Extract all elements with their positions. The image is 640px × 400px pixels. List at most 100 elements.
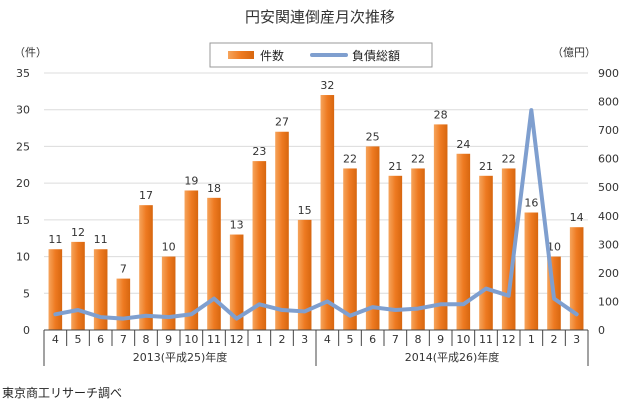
left-tick-label: 25: [16, 140, 30, 153]
bar-value-label: 11: [94, 233, 108, 246]
bar-value-label: 32: [320, 79, 334, 92]
bar: [161, 256, 176, 330]
left-tick-label: 30: [16, 104, 30, 117]
debt-point: [145, 315, 147, 317]
left-tick-label: 10: [16, 251, 30, 264]
x-tick-label: 6: [369, 333, 376, 346]
debt-line-series: [53, 108, 579, 321]
debt-point: [168, 316, 170, 318]
debt-point: [258, 303, 260, 305]
debt-line: [53, 108, 579, 321]
right-tick-label: 800: [598, 96, 619, 109]
x-tick-label: 8: [415, 333, 422, 346]
debt-point: [462, 303, 464, 305]
x-tick-label: 6: [97, 333, 104, 346]
right-tick-label: 900: [598, 67, 619, 80]
debt-point: [213, 298, 215, 300]
right-tick-label: 200: [598, 267, 619, 280]
x-tick-label: 12: [502, 333, 516, 346]
x-tick-label: 2: [279, 333, 286, 346]
legend: 件数 負債総額: [209, 42, 433, 68]
bar-value-label: 27: [275, 116, 289, 129]
bar-value-label: 19: [184, 174, 198, 187]
left-axis-ticks: 0 5 10 15 20 25 30 35: [16, 67, 30, 337]
x-tick-label: 9: [437, 333, 444, 346]
right-axis-unit: （億円）: [552, 46, 596, 59]
bar-value-label: 10: [162, 241, 176, 254]
bar: [433, 124, 448, 331]
bar: [388, 175, 403, 330]
debt-point: [190, 313, 192, 315]
x-tick-label: 4: [52, 333, 59, 346]
bar: [343, 168, 357, 330]
bar: [116, 278, 131, 330]
bar-value-label: 15: [298, 204, 312, 217]
x-tick-label: 8: [143, 333, 150, 346]
x-tick-label: 11: [479, 333, 493, 346]
bar-value-label: 28: [434, 108, 448, 121]
x-tick-label: 4: [324, 333, 331, 346]
bar-value-label: 18: [207, 182, 221, 195]
bar: [501, 168, 516, 330]
bar-labels: 11 12 11 7 17 10 19 18 13 23 27 15 32 22 25 21 22 28 24 21 2…: [48, 79, 583, 276]
x-tick-label: 5: [75, 333, 82, 346]
debt-point: [100, 316, 102, 318]
bars: [48, 95, 584, 331]
bar: [139, 205, 153, 330]
bar: [569, 227, 584, 330]
bar: [411, 168, 425, 330]
x-tick-label: 7: [120, 333, 127, 346]
bar: [275, 131, 289, 330]
right-tick-label: 500: [598, 181, 619, 194]
right-tick-label: 400: [598, 210, 619, 223]
bar-value-label: 10: [547, 241, 561, 254]
group-label: 2014(平成26)年度: [405, 350, 500, 364]
debt-point: [394, 309, 396, 311]
bar: [297, 219, 312, 330]
x-tick-label: 10: [184, 333, 198, 346]
bar-value-label: 17: [139, 189, 153, 202]
left-tick-label: 15: [16, 214, 30, 227]
bar: [48, 249, 63, 330]
bar-value-label: 22: [343, 152, 357, 165]
bar-value-label: 16: [524, 197, 538, 210]
bar: [207, 197, 221, 330]
x-tick-label: 11: [207, 333, 221, 346]
debt-point: [326, 300, 328, 302]
bar-value-label: 14: [570, 211, 584, 224]
x-tick-label: 5: [347, 333, 354, 346]
chart-title: 円安関連倒産月次推移: [245, 8, 395, 26]
x-tick-label: 1: [528, 333, 535, 346]
bar-value-label: 7: [120, 263, 127, 276]
x-tick-label: 1: [256, 333, 263, 346]
debt-point: [54, 313, 56, 315]
bar: [479, 175, 493, 330]
bar-value-label: 22: [411, 152, 425, 165]
debt-point: [122, 318, 124, 320]
legend-swatch-count: [228, 51, 254, 59]
bar: [456, 153, 471, 330]
right-axis-ticks: 0 100 200 300 400 500 600 700 800 900: [598, 67, 619, 337]
debt-point: [77, 309, 79, 311]
legend-label-debt: 負債総額: [352, 48, 400, 63]
debt-point: [553, 298, 555, 300]
bar-value-label: 23: [252, 145, 266, 158]
debt-point: [530, 109, 532, 111]
left-axis-unit: （件）: [14, 46, 47, 59]
bar: [252, 161, 267, 330]
left-tick-label: 20: [16, 177, 30, 190]
debt-point: [349, 315, 351, 317]
right-tick-label: 700: [598, 124, 619, 137]
left-tick-label: 0: [23, 324, 30, 337]
left-tick-label: 35: [16, 67, 30, 80]
debt-point: [304, 310, 306, 312]
bar: [93, 249, 108, 330]
debt-point: [417, 308, 419, 310]
x-tick-label: 12: [230, 333, 244, 346]
bar: [71, 241, 85, 330]
x-tick-label: 9: [165, 333, 172, 346]
bar-value-label: 21: [388, 160, 402, 173]
debt-point: [372, 306, 374, 308]
bar: [229, 234, 244, 330]
